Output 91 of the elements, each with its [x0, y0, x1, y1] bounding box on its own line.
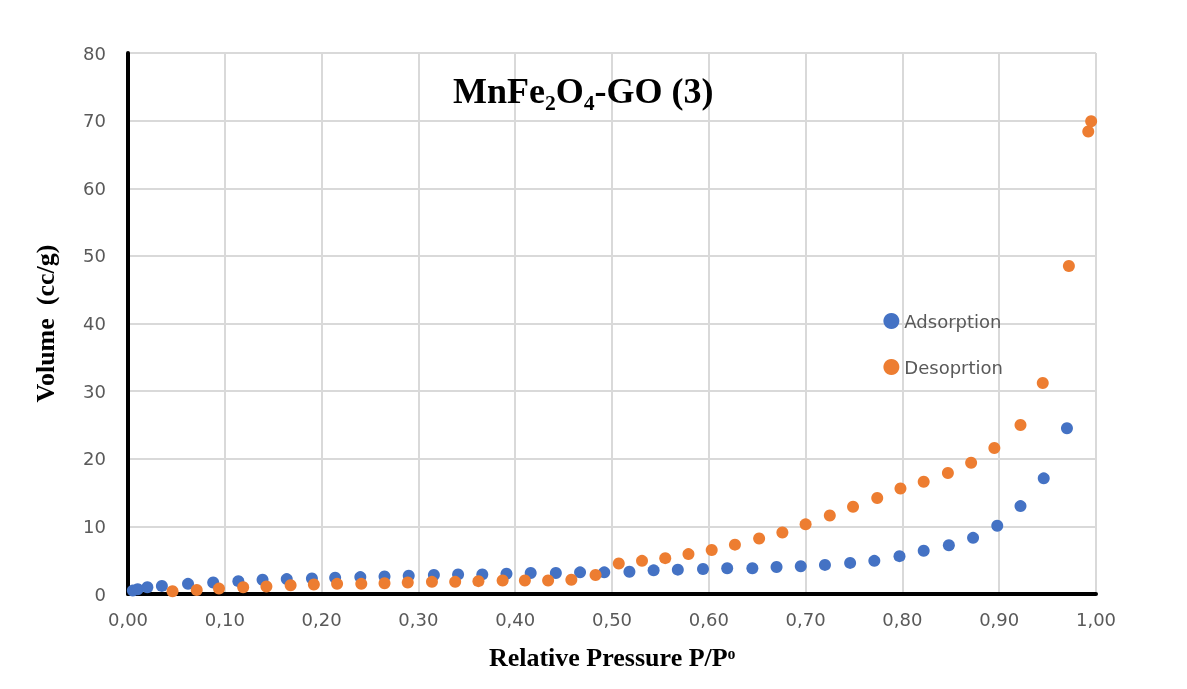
point: [942, 539, 955, 552]
point: [671, 563, 684, 576]
point: [794, 560, 807, 573]
point: [1014, 500, 1027, 513]
point: [1036, 377, 1049, 390]
point: [988, 441, 1001, 454]
point: [770, 560, 783, 573]
y-tick-label: 70: [83, 110, 106, 132]
point: [623, 565, 636, 578]
x-tick-label: 0,90: [979, 608, 1020, 630]
point: [893, 550, 906, 563]
x-tick-label: 1,00: [1075, 608, 1117, 630]
y-tick-label: 20: [83, 448, 106, 470]
point: [331, 577, 344, 590]
point: [166, 585, 179, 598]
point: [378, 577, 391, 590]
point: [1060, 422, 1073, 435]
point: [1037, 472, 1050, 485]
x-tick-label: 0,20: [301, 608, 342, 630]
x-tick-label: 0,30: [398, 608, 439, 630]
point: [213, 582, 225, 595]
text: MnFe₂O₄-GO (3): [453, 71, 714, 111]
point: [941, 466, 954, 479]
point: [1085, 115, 1098, 128]
point: [967, 531, 980, 544]
point: [871, 491, 884, 504]
point: [496, 574, 509, 587]
point: [449, 575, 462, 588]
x-tick-label: 0,10: [204, 608, 245, 630]
point: [659, 552, 672, 565]
point: [524, 567, 537, 580]
point: [565, 573, 578, 586]
point: [425, 575, 438, 588]
x-tick-label: 0,00: [107, 608, 149, 630]
point: [260, 580, 273, 593]
point: [647, 564, 660, 577]
point: [612, 557, 625, 570]
point: [991, 519, 1004, 532]
point: [746, 562, 759, 575]
point: [1014, 418, 1027, 431]
point: [182, 577, 195, 590]
x-tick-label: 0,50: [591, 608, 633, 630]
y-tick-label: 0: [94, 583, 106, 605]
point: [894, 482, 907, 495]
point: [574, 566, 587, 579]
point: [636, 554, 649, 567]
point: [728, 538, 741, 551]
point: [542, 574, 555, 587]
x-tick-label: 0,60: [688, 608, 729, 630]
point: [818, 558, 831, 571]
point: [472, 575, 485, 588]
point: [847, 500, 860, 513]
point: [753, 532, 766, 545]
x-tick-label: 0,80: [882, 608, 923, 630]
point: [589, 569, 602, 582]
point: [721, 562, 734, 575]
y-tick-label: 40: [83, 313, 106, 334]
y-tick-label: 60: [83, 177, 106, 199]
point: [307, 578, 320, 591]
point: [549, 567, 562, 580]
point: [1082, 125, 1095, 138]
point: [1062, 260, 1075, 273]
point: [355, 577, 368, 590]
point: [155, 579, 168, 592]
y-tick-label: 30: [83, 380, 106, 402]
point: [705, 544, 718, 557]
point: [868, 554, 881, 567]
y-axis-title: Volume (cc/g): [30, 244, 60, 403]
point: [823, 509, 836, 522]
y-tick-label: 50: [83, 245, 106, 267]
legend-label: Adsorption: [904, 310, 1002, 332]
point: [141, 581, 154, 594]
point: [844, 556, 857, 569]
point: [776, 526, 789, 539]
y-tick-label: 80: [83, 42, 106, 64]
point: [917, 475, 930, 488]
point: [917, 544, 930, 557]
point: [237, 581, 250, 594]
point: [697, 562, 709, 575]
x-tick-label: 0,40: [495, 608, 536, 630]
point: [799, 518, 812, 531]
point: [965, 456, 978, 469]
legend-label: Desoprtion: [904, 356, 1004, 378]
point: [518, 574, 531, 587]
x-tick-label: 0,70: [785, 608, 826, 630]
point: [284, 579, 297, 592]
point: [190, 583, 203, 596]
point: [401, 576, 414, 589]
point: [682, 548, 695, 561]
y-tick-label: 10: [83, 515, 106, 537]
x-axis-title: Relative Pressure P/Pᵒ: [488, 642, 736, 672]
